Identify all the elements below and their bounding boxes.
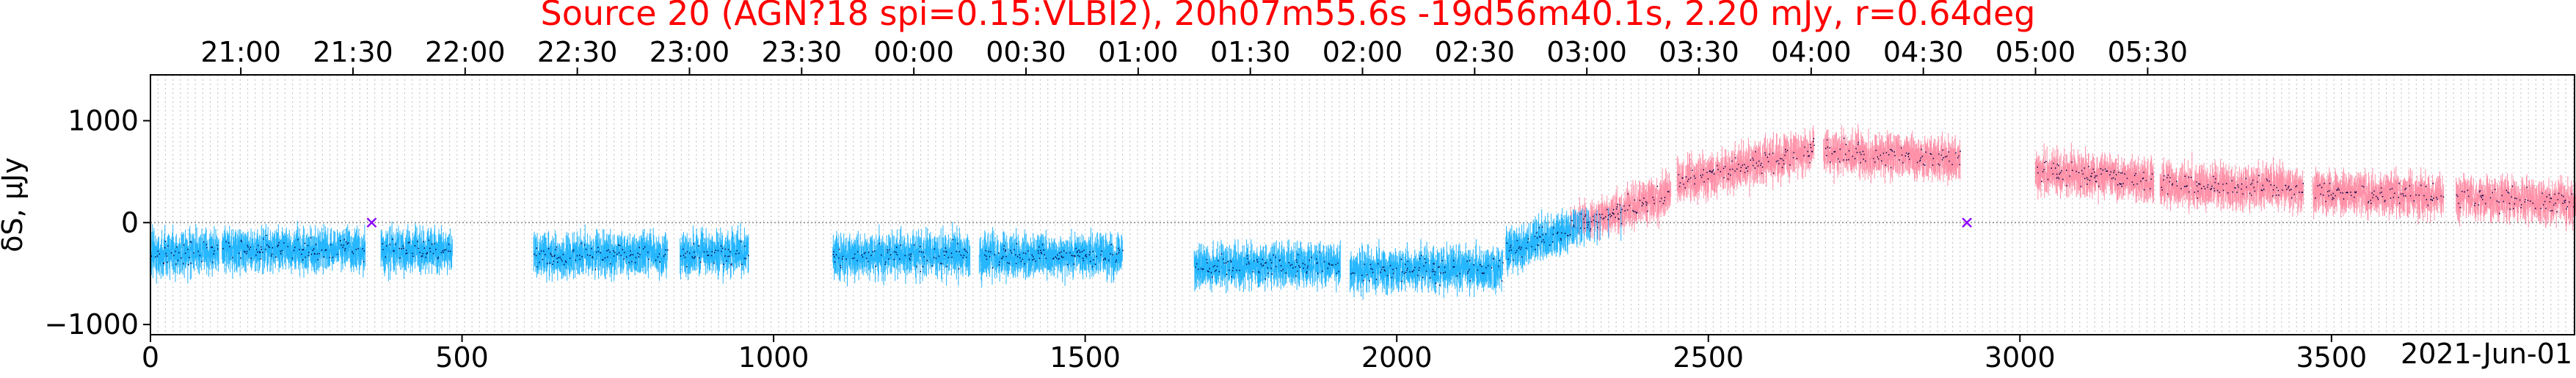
- error-bars-positive: [2035, 142, 2154, 205]
- error-bars-negative: [380, 221, 453, 282]
- y-tick-label: −1000: [44, 308, 139, 341]
- chart-title: Source 20 (AGN?18 spi=0.15:VLBI2), 20h07…: [541, 0, 2036, 33]
- top-tick-label: 02:00: [1322, 36, 1403, 68]
- top-tick-label: 05:30: [2108, 36, 2188, 68]
- data-series: [150, 123, 2576, 300]
- data-points: [680, 241, 749, 268]
- error-bars-negative: [832, 222, 971, 287]
- error-bars-negative: [222, 220, 366, 279]
- data-points: [2037, 161, 2153, 191]
- top-tick-label: 01:30: [1210, 36, 1291, 68]
- x-marker: [1962, 217, 1972, 228]
- x-tick-label: 3000: [1984, 341, 2056, 374]
- y-tick-label: 0: [121, 206, 139, 239]
- data-points: [2456, 185, 2576, 214]
- x-tick-label: 1500: [1049, 341, 1121, 374]
- x-tick-label: 500: [435, 341, 489, 374]
- scan-gridlines: [157, 75, 2574, 335]
- data-points: [832, 239, 968, 272]
- date-label: 2021-Jun-01: [2401, 338, 2572, 370]
- top-tick-label: 02:30: [1435, 36, 1516, 68]
- y-axis-label: δS, μJy: [0, 157, 29, 252]
- data-segment: [222, 220, 366, 279]
- top-tick-label: 21:30: [313, 36, 393, 68]
- x-tick-label: 2500: [1673, 341, 1744, 374]
- error-bars-negative: [533, 225, 668, 283]
- top-tick-label: 05:00: [1995, 36, 2076, 68]
- x-tick-label: 1000: [738, 341, 809, 374]
- data-points: [1195, 251, 1339, 280]
- x-marker: [366, 217, 377, 228]
- x-axis-top: 21:00 21:30 22:00 22:30 23:00 23:30 00:00 00:30…: [200, 36, 2188, 75]
- data-segment: [2456, 172, 2576, 231]
- data-segment: [150, 224, 219, 284]
- error-bars-positive: [1823, 123, 1961, 186]
- y-axis: −1000 0 1000: [44, 104, 150, 341]
- x-tick-label: 0: [142, 341, 159, 374]
- data-segment: [2159, 151, 2304, 217]
- data-segment: [978, 227, 1124, 288]
- top-tick-label: 03:30: [1659, 36, 1739, 68]
- error-bars-negative: [150, 224, 219, 284]
- data-segment: [2312, 166, 2445, 225]
- data-points: [2315, 183, 2445, 206]
- top-tick-label: 00:30: [986, 36, 1066, 68]
- data-segment: [1823, 123, 1961, 186]
- data-points: [1350, 255, 1504, 286]
- data-points: [150, 241, 219, 266]
- data-segment: [1193, 239, 1341, 294]
- top-tick-label: 00:00: [873, 36, 954, 68]
- data-points: [222, 235, 365, 263]
- top-tick-label: 01:00: [1098, 36, 1179, 68]
- data-segment: [533, 225, 669, 283]
- data-points: [534, 242, 669, 271]
- error-bars-negative: [978, 227, 1123, 288]
- data-segment: [380, 221, 453, 282]
- top-tick-label: 22:00: [425, 36, 506, 68]
- top-tick-label: 03:00: [1546, 36, 1627, 68]
- data-segment: [1350, 239, 1504, 300]
- y-tick-label: 1000: [68, 104, 139, 137]
- data-segment: [680, 222, 749, 284]
- top-tick-label: 23:30: [762, 36, 843, 68]
- data-points: [1506, 186, 1670, 261]
- x-tick-label: 3500: [2296, 341, 2367, 374]
- x-markers: [366, 217, 1972, 228]
- data-segment: [1505, 167, 1672, 277]
- plot-frame: [150, 74, 2575, 335]
- top-tick-label: 04:30: [1883, 36, 1964, 68]
- x-axis-bottom: 0 500 1000 1500 2000 2500 3000 3500: [142, 335, 2367, 374]
- x-tick-label: 2000: [1361, 341, 1433, 374]
- data-points: [1678, 138, 1815, 189]
- top-tick-label: 22:30: [537, 36, 618, 68]
- data-segment: [1676, 125, 1815, 206]
- top-tick-label: 21:00: [200, 36, 281, 68]
- data-points: [2161, 174, 2304, 199]
- top-tick-label: 04:00: [1771, 36, 1852, 68]
- data-segment: [2035, 142, 2154, 205]
- data-points: [984, 243, 1124, 269]
- error-bars-negative: [1193, 239, 1341, 294]
- top-tick-label: 23:00: [650, 36, 730, 68]
- data-segment: [832, 222, 971, 287]
- data-points: [382, 239, 451, 259]
- data-points: [1824, 137, 1961, 169]
- error-bars-positive: [1676, 125, 1814, 206]
